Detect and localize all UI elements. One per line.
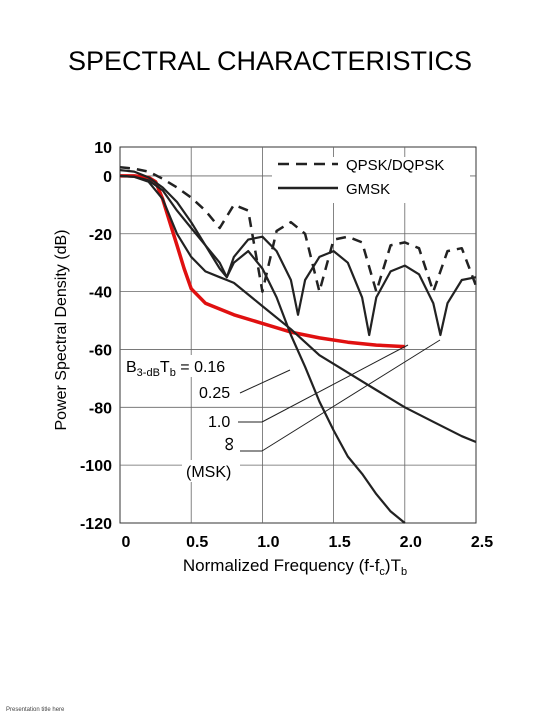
y-tick-label: 0 <box>103 169 112 186</box>
label-10-bg <box>206 410 238 432</box>
x-tick-label: 1.0 <box>257 534 279 551</box>
x-axis-label-sub2: b <box>401 566 407 578</box>
label-msk: (MSK) <box>186 464 231 481</box>
series-line-0 <box>119 165 478 293</box>
x-tick-label: 2.5 <box>471 534 493 551</box>
bt-mid: T <box>160 359 170 376</box>
label-10: 1.0 <box>208 414 230 431</box>
leader-infb <box>261 339 441 452</box>
series-line-4 <box>119 169 477 337</box>
y-tick-label: -100 <box>80 458 112 475</box>
annotations: B3-dBTb = 0.16 0.25 1.0 ∞ (MSK) <box>122 339 441 482</box>
legend-label-gmsk: GMSK <box>346 181 390 198</box>
y-tick-label: -120 <box>80 516 112 533</box>
label-025: 0.25 <box>199 385 230 402</box>
series-line-3 <box>119 174 406 524</box>
y-tick-label: -60 <box>89 342 112 359</box>
series-line-2 <box>119 174 477 444</box>
x-axis-label-main: Normalized Frequency (f-f <box>183 556 380 575</box>
x-axis-label-sub: c <box>379 566 385 578</box>
leader-025 <box>239 369 291 394</box>
bt-value: = 0.16 <box>176 359 225 376</box>
x-tick-label: 1.5 <box>328 534 350 551</box>
label-inf: ∞ <box>218 437 240 451</box>
legend: QPSK/DQPSK GMSK <box>272 157 470 203</box>
y-axis-label: Power Spectral Density (dB) <box>53 230 70 431</box>
y-tick-label: 10 <box>94 140 112 157</box>
page-title: SPECTRAL CHARACTERISTICS <box>67 46 473 76</box>
bt-sub2: b <box>170 367 176 379</box>
legend-label-qpsk: QPSK/DQPSK <box>346 157 444 174</box>
label-msk-bg <box>182 460 240 482</box>
x-axis-label-end: )T <box>385 556 401 575</box>
x-tick-label: 0.5 <box>186 534 208 551</box>
bt-main: B <box>126 359 137 376</box>
plot-frame <box>119 146 477 524</box>
x-axis-label: Normalized Frequency (f-fc)Tb <box>183 556 407 578</box>
x-tick-label: 2.0 <box>400 534 422 551</box>
chart-series <box>119 165 478 524</box>
leader-10b <box>261 344 409 423</box>
bt-label: B3-dBTb = 0.16 <box>126 359 225 379</box>
y-tick-label: -40 <box>89 285 112 302</box>
x-tick-label: 0 <box>122 534 131 551</box>
bt-label-bg <box>122 355 262 377</box>
chart-ticks: 10 0 -20 -40 -60 -80 -100 -120 0 0.5 1.0 1.5 2.0 2.5 <box>80 140 493 551</box>
y-tick-label: -80 <box>89 400 112 417</box>
bt-sub: 3-dB <box>137 367 160 379</box>
label-025-bg <box>196 381 238 403</box>
footnote: Presentation title here <box>6 707 65 713</box>
y-tick-label: -20 <box>89 227 112 244</box>
